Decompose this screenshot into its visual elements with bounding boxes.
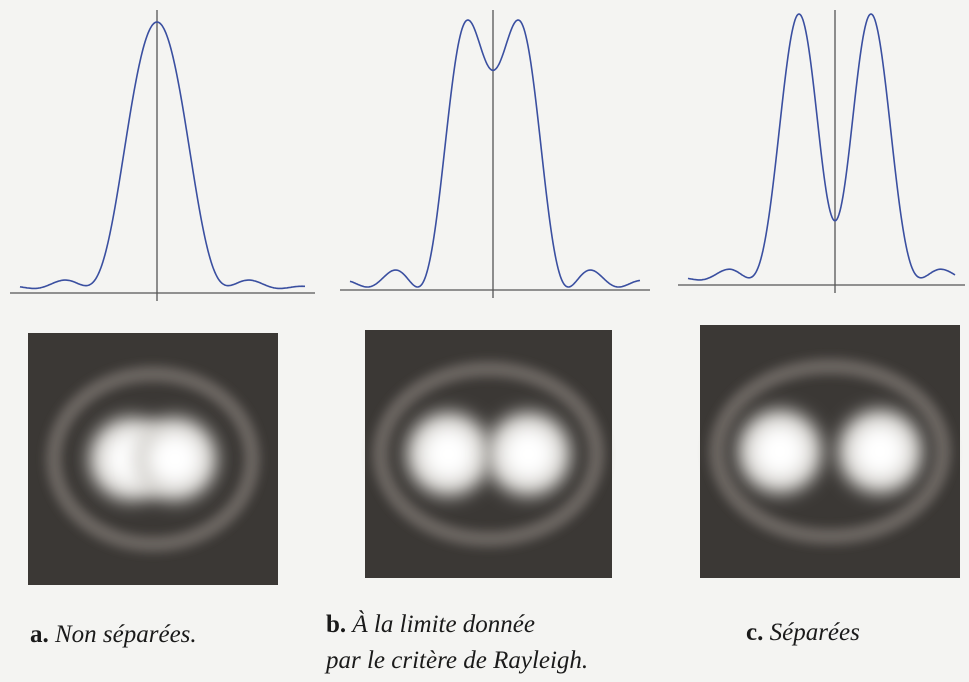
spot bbox=[503, 428, 555, 480]
caption-line: Non séparées. bbox=[54, 621, 197, 648]
spot bbox=[423, 428, 475, 480]
letter: c. bbox=[746, 619, 763, 646]
spot bbox=[854, 426, 906, 478]
diffraction-image bbox=[365, 330, 612, 578]
letter: b. bbox=[326, 611, 346, 638]
letter: a. bbox=[30, 621, 49, 648]
caption-b: b. À la limite donnée bbox=[326, 610, 535, 638]
caption-line: À la limite donnée bbox=[350, 610, 535, 638]
caption-a: a. Non séparées. bbox=[30, 621, 197, 648]
spot bbox=[754, 426, 806, 478]
caption-line: Séparées bbox=[770, 619, 860, 646]
diffraction-image bbox=[28, 333, 278, 585]
figure: a. Non séparées. b. À la limite donnée p… bbox=[0, 0, 969, 682]
diffraction-image bbox=[700, 325, 960, 578]
caption-c: c. Séparées bbox=[746, 619, 860, 646]
spot bbox=[149, 433, 201, 485]
caption-line: par le critère de Rayleigh. bbox=[324, 647, 588, 674]
